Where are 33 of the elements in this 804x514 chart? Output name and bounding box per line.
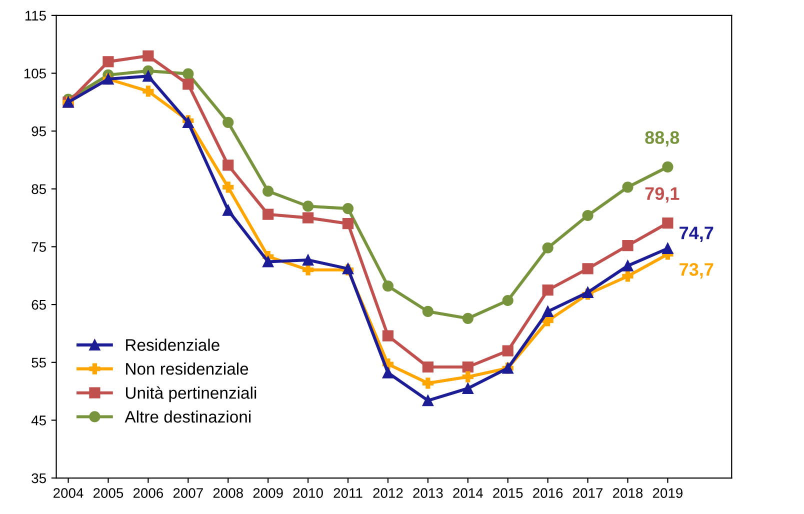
y-tick-label: 95 [32,126,46,136]
x-tick-label: 2017 [573,488,603,498]
x-tick-label: 2008 [213,488,243,498]
legend-label: Non residenziale [126,362,248,375]
x-tick-label: 2013 [413,488,443,498]
x-tick-label: 2018 [612,488,643,498]
legend-label: Unità pertinenziali [126,386,256,402]
y-tick-label: 35 [32,473,46,484]
legend-label: Residenziale [126,338,220,351]
y-tick-label: 105 [24,68,46,78]
x-tick-label: 2006 [133,488,164,498]
legend-label: Altre destinazioni [124,410,250,423]
y-tick-label: 85 [32,184,46,194]
annotation: 74,7 [680,226,714,242]
x-tick-label: 2019 [652,488,682,498]
y-tick-label: 75 [32,242,46,252]
x-tick-label: 2015 [493,488,523,498]
x-tick-label: 2014 [453,488,483,498]
annotation: 79,1 [645,187,680,203]
x-tick-label: 2009 [253,488,283,498]
annotation: 88,8 [645,131,680,147]
x-tick-label: 2005 [93,488,124,498]
x-tick-label: 2016 [533,488,563,498]
x-tick-label: 2007 [173,488,203,498]
x-tick-label: 2011 [334,488,362,498]
x-tick-label: 2010 [293,488,323,498]
x-tick-label: 2012 [373,488,403,498]
y-tick-label: 115 [25,10,46,21]
y-tick-label: 45 [31,416,46,426]
y-tick-label: 65 [32,300,46,310]
x-tick-label: 2004 [54,488,84,498]
annotation: 73,7 [680,263,714,278]
y-tick-label: 55 [32,358,46,368]
